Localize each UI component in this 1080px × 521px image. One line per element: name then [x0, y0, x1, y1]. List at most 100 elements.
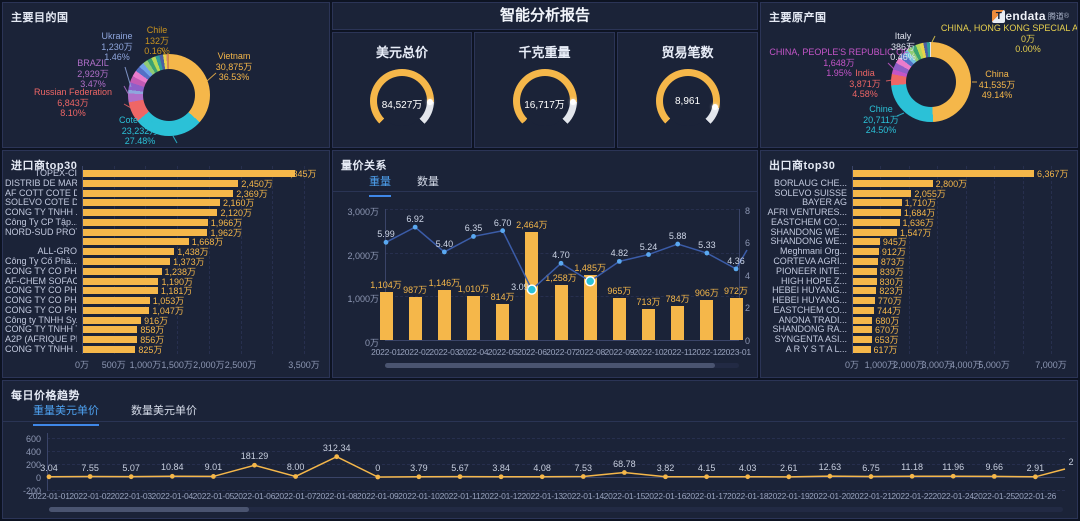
row-label: CÔNG TY CỔ PHẦ... [5, 305, 77, 315]
grid-line [880, 166, 882, 354]
row-label: ALL-GRO [37, 247, 77, 257]
panel-importers-top30: 进口商top30 0万 500万 1,000万 1,500万 2,000万 2,500万 3… [2, 150, 330, 378]
x-axis-tick: 500万 [101, 360, 126, 370]
bar-value-label: 814万 [490, 292, 515, 303]
tendata-logo-text: endata [1005, 9, 1046, 23]
x-axis-label: 2022-01-26 [1014, 491, 1057, 501]
line-point-label: 5.07 [122, 462, 140, 473]
line-point-label: 9.01 [204, 462, 223, 473]
line-point-label: 4.70 [552, 250, 570, 261]
row-label: DISTRIB DE MAR... [5, 178, 77, 188]
row-label: TOPEX-CI [34, 169, 77, 178]
x-axis-label: 2022-01-21 [850, 491, 892, 501]
gauge-label: 贸易笔数 [661, 45, 714, 60]
bar-value-label: 1,047万 [152, 305, 184, 316]
line-point-label: 5.67 [451, 462, 469, 473]
bar [408, 296, 422, 340]
scrollbar-thumb[interactable] [385, 363, 715, 368]
bar [853, 170, 1034, 177]
bar-value-label: 945万 [882, 237, 907, 248]
tab-separator [333, 191, 757, 192]
x-axis-tick: 2,000万 [893, 360, 925, 370]
line-point-label: 10.84 [161, 462, 184, 473]
bar-value-label: 2,800万 [935, 178, 968, 189]
pie-slice-label: CHINA, HONG KONG SPECIAL ADMINIST0万0.00% [940, 23, 1078, 54]
right-axis-tick: 0 [745, 336, 751, 346]
panel-destination-countries: 主要目的国 Vietnam 30,875万 36.53% Cote d'Iv... 23… [2, 2, 330, 148]
line-point-label: 6.35 [464, 223, 483, 234]
line-point-label: 3.79 [410, 462, 428, 473]
x-axis-label: 2022-05 [487, 347, 518, 357]
bar-value-label: 1,962万 [210, 227, 242, 238]
panel-exporters-top30: 出口商top30 0万 1,000万 2,000万 3,000万 4,000万 5,000… [760, 150, 1078, 378]
bar-value-label: 653万 [874, 335, 899, 346]
y-axis-line [82, 166, 83, 354]
x-axis-label: 2022-01-08 [315, 491, 358, 501]
bar-value-label: 830万 [879, 276, 904, 287]
left-axis-tick: 1,000万 [347, 294, 379, 305]
grid-line [965, 166, 967, 354]
bar [83, 248, 175, 256]
scrollbar-track[interactable] [49, 507, 1063, 512]
x-axis-label: 2022-01-01 [28, 491, 70, 501]
row-label: CÔNG TY CỔ PHẦ... [5, 296, 77, 306]
bar-value-label: 1,547万 [899, 227, 932, 238]
bar [853, 258, 878, 266]
tab-weight-usd-price[interactable]: 重量美元单价 [33, 402, 99, 426]
row-label: CÔNG TY CỔ PHẦ... [5, 286, 77, 296]
row-label: AF-CHEM SOFACO [5, 276, 77, 286]
tab-quantity[interactable]: 数量 [417, 176, 439, 188]
y-axis-tick: 600 [25, 434, 41, 444]
row-label: ANONA TRADI... [778, 315, 847, 325]
pie-slice-label: Ukraine 1,230万 1.46% [101, 31, 133, 62]
bar [853, 248, 879, 256]
line-point-label: 68.78 [613, 458, 636, 469]
line-point-label: 3.82 [656, 462, 675, 473]
bar [853, 228, 897, 236]
y-axis-tick: -200 [22, 486, 41, 496]
right-axis-tick: 4 [745, 270, 751, 281]
line-point-label: 4.82 [610, 248, 629, 259]
bar [83, 277, 159, 285]
tab-separator [3, 421, 1077, 422]
bar [83, 326, 138, 334]
bar-value-label: 825万 [138, 345, 163, 356]
gauge-label: 美元总价 [375, 45, 428, 60]
tab-quantity-usd-price[interactable]: 数量美元单价 [131, 405, 197, 417]
bar-value-label: 873万 [880, 257, 905, 268]
row-label: Công ty TNHH Sy... [5, 315, 77, 325]
scrollbar-thumb[interactable] [49, 507, 249, 512]
x-axis-label: 2022-06 [516, 347, 547, 357]
pie-slice-label: Cote d'Iv... 23,232万 27.48% [118, 115, 162, 146]
row-label: BAYER AG [802, 198, 847, 208]
bar [853, 287, 877, 295]
line-point-label: 181.29 [240, 451, 269, 462]
row-label: Công Ty CP Tập... [5, 217, 77, 227]
x-axis-label: 2022-01-22 [891, 491, 933, 501]
bar-value-label: 1,181万 [160, 286, 193, 297]
tab-weight[interactable]: 重量 [369, 173, 391, 197]
grid-line [47, 438, 1065, 439]
bar-value-label: 3,345万 [285, 169, 317, 179]
line-point-label: 2.91 [1026, 462, 1045, 473]
bar-value-label: 1,966万 [210, 217, 243, 228]
line-point-label: 6.70 [493, 217, 512, 228]
bar [671, 305, 685, 340]
x-axis-label: 2022-12 [691, 347, 722, 357]
pie-slice-label: BRAZIL 2,929万 3.47% [77, 58, 109, 89]
grid-line [937, 166, 939, 354]
panel-title: 主要目的国 [11, 12, 69, 24]
row-label: HEBEI HUYANG... [772, 286, 847, 296]
row-label: AFRI VENTURES... [767, 208, 847, 218]
bar [853, 346, 871, 354]
panel-title: 进口商top30 [11, 160, 78, 172]
x-axis-tick: 1,000万 [129, 360, 162, 370]
bar-value-label: 906万 [694, 288, 719, 299]
pie-slice-label: Vietnam 30,875万 36.53% [215, 51, 253, 82]
bar [642, 308, 656, 340]
bar [853, 277, 877, 285]
x-axis-line [385, 340, 739, 341]
left-axis-tick: 2,000万 [347, 250, 379, 261]
x-axis-tick: 5,000万 [978, 360, 1010, 370]
